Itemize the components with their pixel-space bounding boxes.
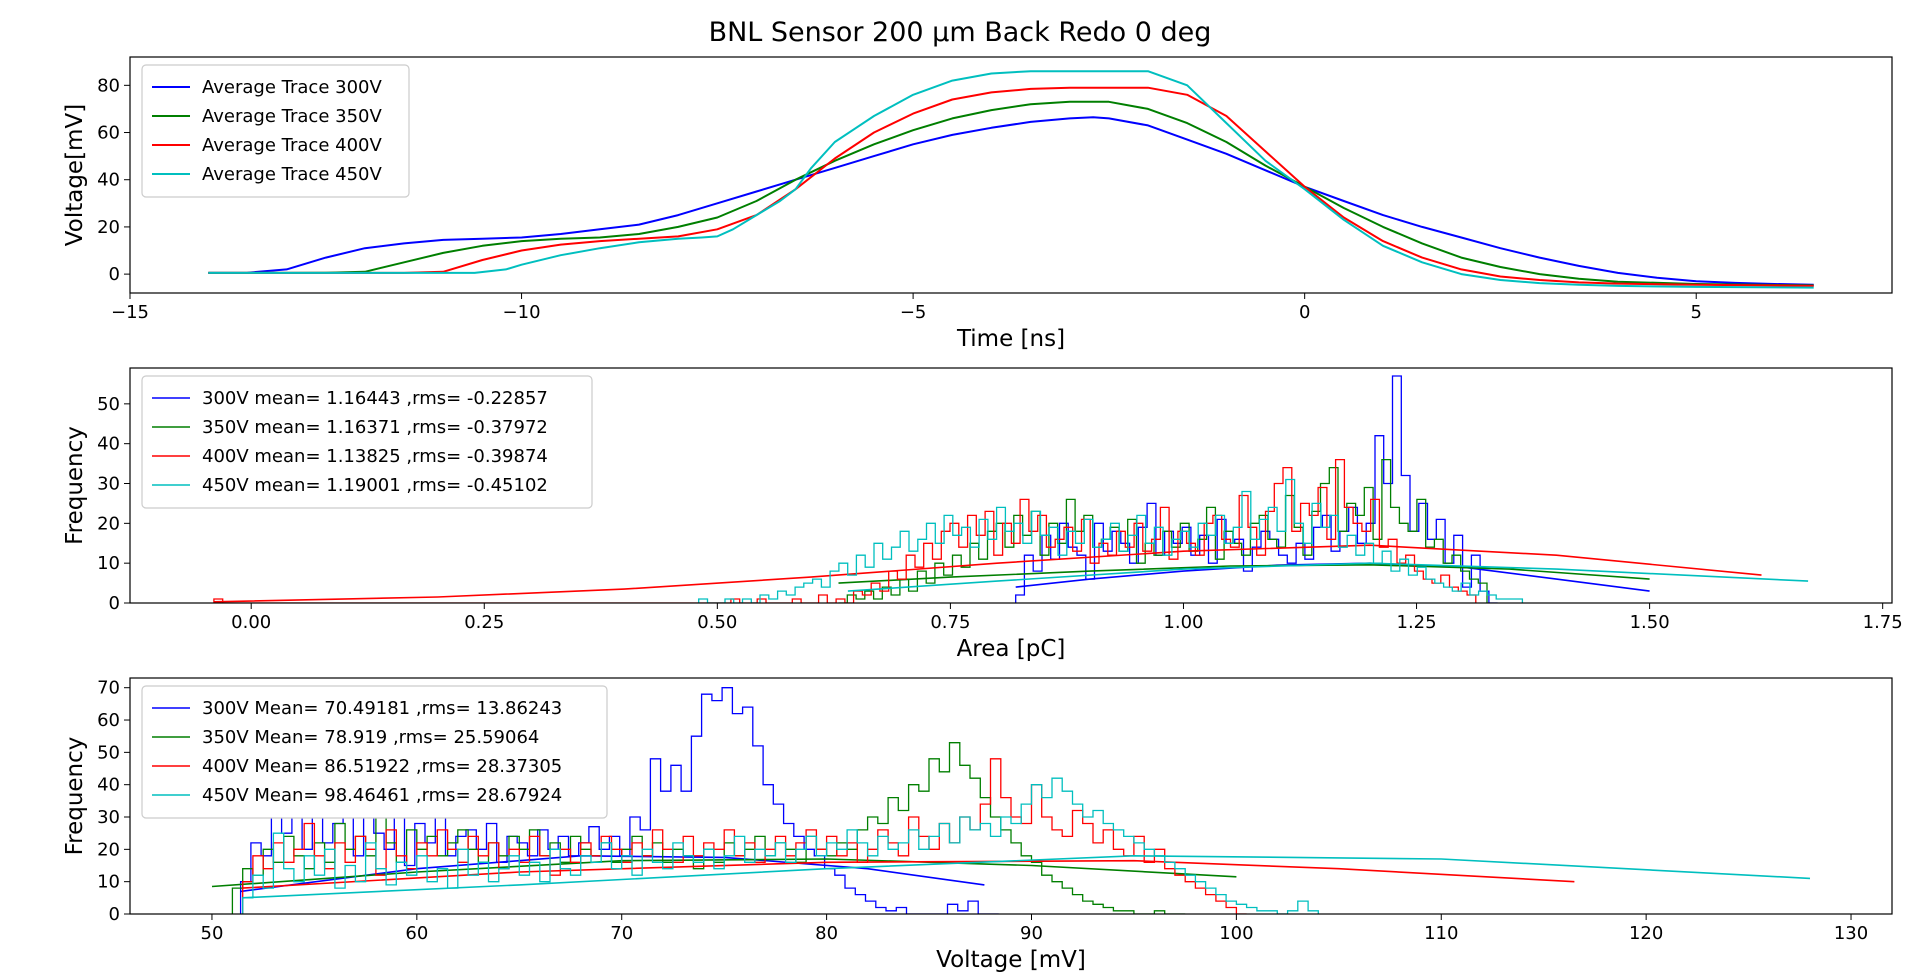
trace-legend-label-0: Average Trace 300V bbox=[202, 77, 382, 98]
trace-ytick-label: 0 bbox=[109, 264, 120, 285]
panel-trace: −15 −10 −5 0 5 0 20 40 60 80 Time [ns] Voltage[mV] A… bbox=[62, 56, 1893, 352]
area-legend-label-1: 350V mean= 1.16371 ,rms= -0.37972 bbox=[202, 417, 548, 438]
voltage-legend: 300V Mean= 70.49181 ,rms= 13.86243 350V M… bbox=[141, 685, 608, 819]
area-ytick-label: 10 bbox=[97, 553, 120, 574]
area-legend-box bbox=[141, 375, 593, 509]
area-legend-label-0: 300V mean= 1.16443 ,rms= -0.22857 bbox=[202, 388, 548, 409]
area-ytick-label: 0 bbox=[109, 593, 120, 614]
area-series-2-histogram bbox=[213, 458, 1477, 603]
voltage-xtick-label: 70 bbox=[610, 923, 633, 944]
area-legend-label-3: 450V mean= 1.19001 ,rms= -0.45102 bbox=[202, 475, 548, 496]
trace-xlabel: Time [ns] bbox=[956, 326, 1065, 352]
voltage-legend-label-1: 350V Mean= 78.919 ,rms= 25.59064 bbox=[202, 727, 539, 748]
area-xtick-label: 0.50 bbox=[697, 612, 737, 633]
trace-series-1-line bbox=[208, 100, 1814, 287]
voltage-xtick-label: 60 bbox=[405, 923, 428, 944]
area-legend: 300V mean= 1.16443 ,rms= -0.22857 350V me… bbox=[141, 375, 593, 509]
area-ylabel: Frequency bbox=[62, 426, 88, 545]
voltage-xtick-label: 50 bbox=[201, 923, 224, 944]
voltage-ytick-label: 40 bbox=[97, 775, 120, 796]
voltage-legend-label-0: 300V Mean= 70.49181 ,rms= 13.86243 bbox=[202, 698, 562, 719]
trace-ylabel: Voltage[mV] bbox=[62, 104, 88, 246]
area-series-3-fit bbox=[847, 562, 1809, 592]
trace-legend-label-2: Average Trace 400V bbox=[202, 135, 382, 156]
trace-ytick-label: 80 bbox=[97, 75, 120, 96]
area-series-3-histogram bbox=[698, 478, 1524, 603]
area-series-0-histogram bbox=[1015, 375, 1498, 603]
area-xlabel: Area [pC] bbox=[957, 636, 1066, 662]
voltage-xtick-label: 100 bbox=[1219, 923, 1253, 944]
trace-ytick-label: 40 bbox=[97, 170, 120, 191]
voltage-xtick-label: 80 bbox=[815, 923, 838, 944]
area-plot-area bbox=[213, 375, 1809, 603]
voltage-ytick-label: 70 bbox=[97, 678, 120, 699]
trace-legend-label-3: Average Trace 450V bbox=[202, 164, 382, 185]
voltage-ylabel: Frequency bbox=[62, 737, 88, 856]
trace-plot-area bbox=[208, 70, 1814, 289]
area-series-1-fit bbox=[838, 563, 1650, 584]
voltage-plot-area bbox=[211, 687, 1811, 914]
figure-title: BNL Sensor 200 µm Back Redo 0 deg bbox=[709, 17, 1212, 48]
area-xtick-label: 0.75 bbox=[930, 612, 970, 633]
voltage-legend-label-3: 450V Mean= 98.46461 ,rms= 28.67924 bbox=[202, 785, 562, 806]
area-legend-label-2: 400V mean= 1.13825 ,rms= -0.39874 bbox=[202, 446, 548, 467]
voltage-legend-label-2: 400V Mean= 86.51922 ,rms= 28.37305 bbox=[202, 756, 562, 777]
area-axes-frame bbox=[129, 367, 1893, 604]
area-ytick-label: 30 bbox=[97, 474, 120, 495]
voltage-legend-box bbox=[141, 685, 608, 819]
area-xtick-label: 1.25 bbox=[1397, 612, 1437, 633]
trace-xtick-label: −15 bbox=[111, 302, 149, 323]
voltage-xtick-label: 90 bbox=[1020, 923, 1043, 944]
area-xtick-label: 0.00 bbox=[231, 612, 271, 633]
voltage-ytick-label: 30 bbox=[97, 807, 120, 828]
trace-axes-frame bbox=[129, 56, 1893, 294]
area-xtick-label: 0.25 bbox=[464, 612, 504, 633]
trace-xtick-label: 5 bbox=[1690, 302, 1701, 323]
trace-legend-box bbox=[141, 64, 410, 198]
trace-legend-label-1: Average Trace 350V bbox=[202, 106, 382, 127]
area-series-0-fit bbox=[1015, 562, 1650, 592]
voltage-ytick-label: 20 bbox=[97, 839, 120, 860]
area-ytick-label: 20 bbox=[97, 513, 120, 534]
trace-xtick-label: 0 bbox=[1299, 302, 1310, 323]
voltage-axes-frame bbox=[129, 677, 1893, 915]
voltage-xtick-label: 110 bbox=[1424, 923, 1458, 944]
trace-xtick-label: −10 bbox=[503, 302, 541, 323]
area-xtick-label: 1.75 bbox=[1863, 612, 1903, 633]
trace-series-0-line bbox=[208, 116, 1814, 286]
trace-series-3-line bbox=[208, 70, 1814, 289]
voltage-series-3-fit bbox=[242, 854, 1811, 899]
panel-voltage: 50 60 70 80 90 100 110 120 130 0 10 20 30 40 50 60 70 Vol… bbox=[62, 677, 1893, 973]
voltage-ytick-label: 50 bbox=[97, 742, 120, 763]
voltage-xlabel: Voltage [mV] bbox=[936, 947, 1086, 973]
voltage-ytick-label: 10 bbox=[97, 872, 120, 893]
area-ytick-label: 40 bbox=[97, 434, 120, 455]
area-xtick-label: 1.50 bbox=[1630, 612, 1670, 633]
trace-xtick-label: −5 bbox=[900, 302, 927, 323]
voltage-ytick-label: 0 bbox=[109, 904, 120, 925]
voltage-xtick-label: 130 bbox=[1834, 923, 1868, 944]
trace-series-2-line bbox=[208, 86, 1814, 287]
area-xtick-label: 1.00 bbox=[1163, 612, 1203, 633]
voltage-xtick-label: 120 bbox=[1629, 923, 1663, 944]
voltage-ytick-label: 60 bbox=[97, 710, 120, 731]
panel-area: 0.00 0.25 0.50 0.75 1.00 1.25 1.50 1.75 0 10 20 30 4… bbox=[62, 367, 1903, 662]
trace-ytick-label: 20 bbox=[97, 217, 120, 238]
voltage-series-3-histogram bbox=[242, 777, 1319, 914]
area-series-2-fit bbox=[213, 544, 1762, 603]
area-ytick-label: 50 bbox=[97, 394, 120, 415]
trace-legend: Average Trace 300V Average Trace 350V Aver… bbox=[141, 64, 410, 198]
voltage-series-0-histogram bbox=[239, 687, 999, 914]
trace-ytick-label: 60 bbox=[97, 123, 120, 144]
